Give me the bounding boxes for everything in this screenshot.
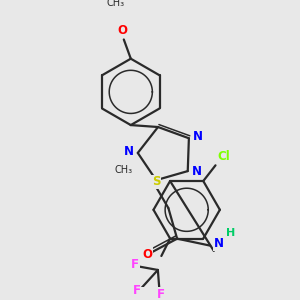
Text: H: H — [226, 228, 235, 239]
Text: F: F — [131, 258, 139, 271]
Text: O: O — [117, 24, 127, 37]
Text: CH₃: CH₃ — [115, 165, 133, 175]
Text: F: F — [158, 288, 165, 300]
Text: F: F — [133, 284, 141, 297]
Text: Cl: Cl — [217, 150, 230, 163]
Text: N: N — [123, 145, 134, 158]
Text: N: N — [192, 165, 202, 178]
Text: CH₃: CH₃ — [106, 0, 124, 8]
Text: O: O — [142, 248, 152, 261]
Text: N: N — [193, 130, 203, 143]
Text: N: N — [214, 237, 224, 250]
Text: S: S — [152, 176, 161, 188]
